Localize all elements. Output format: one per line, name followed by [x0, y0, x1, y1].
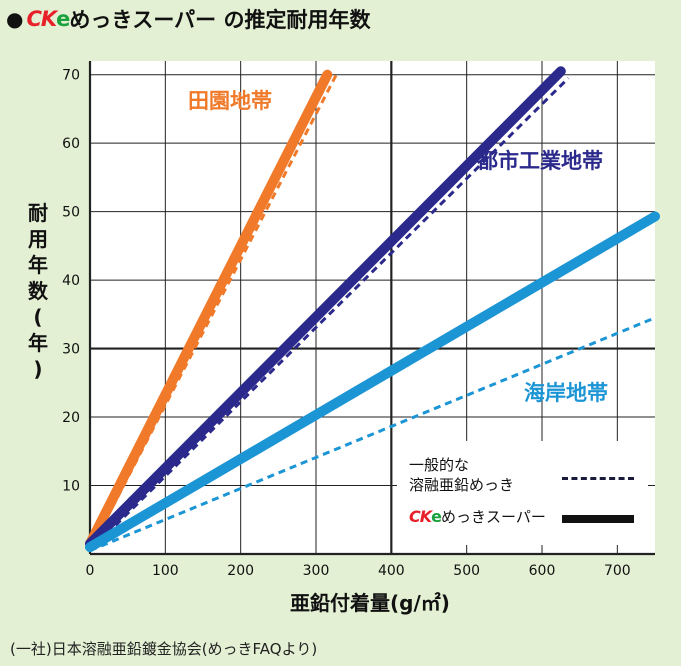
x-tick-label: 300 [303, 563, 330, 579]
y-axis-label-char: 年 [28, 253, 48, 277]
series-line-solid-4 [85, 211, 660, 553]
y-tick-label: 20 [62, 410, 80, 426]
legend-swatch-solid [562, 515, 634, 523]
series-line-dashed-3 [88, 77, 570, 552]
x-tick-label: 500 [453, 563, 480, 579]
legend-brand-ck: CK [409, 507, 432, 526]
legend-swatch-dashed [562, 477, 634, 480]
series-line-solid-2 [85, 66, 566, 549]
annotation-label: 海岸地帯 [524, 381, 608, 405]
x-tick-label: 200 [227, 563, 254, 579]
y-axis-label-char: ( [33, 305, 42, 329]
grid [88, 61, 655, 556]
series-line-dashed-5 [89, 316, 656, 552]
axis-labels: 亜鉛付着量(g/㎡) 耐用年数(年) [28, 201, 450, 615]
y-axis-label-char: ) [33, 357, 42, 381]
legend-label-standard-line1: 一般的な [409, 456, 470, 474]
y-tick-label: 60 [62, 136, 80, 152]
x-tick-label: 700 [604, 563, 631, 579]
legend-label-rest: めっきスーパー [441, 508, 546, 526]
title-brand-logo: CKe [26, 7, 70, 31]
series-line-solid-0 [85, 69, 333, 549]
y-tick-label: 70 [62, 68, 80, 84]
y-tick-label: 30 [62, 342, 80, 358]
source-note: (一社)日本溶融亜鉛鍍金協会(めっきFAQより) [10, 640, 318, 658]
title-brand-e: e [56, 7, 70, 31]
chart-title: ● CKe めっきスーパー の推定耐用年数 [6, 2, 371, 36]
y-axis-label-char: 用 [28, 227, 48, 251]
legend-label-standard: 一般的な 溶融亜鉛めっき [409, 455, 514, 495]
y-tick-label: 40 [62, 273, 80, 289]
legend-brand-logo: CKe [409, 507, 442, 527]
x-tick-label: 0 [86, 563, 95, 579]
title-bullet: ● [6, 7, 24, 31]
title-brand-ck: CK [26, 7, 57, 31]
legend-label-ckemekki: CKe めっきスーパー [409, 507, 546, 527]
x-tick-label: 400 [378, 563, 405, 579]
tick-labels: 0 100 200 300 400 500 600 700 10 20 30 40 50 60 70 [62, 68, 631, 579]
x-axis-label: 亜鉛付着量(g/㎡) [290, 591, 450, 615]
y-axis-label-char: 耐 [28, 201, 48, 225]
y-tick-label: 50 [62, 205, 80, 221]
legend: 一般的な 溶融亜鉛めっき CKe めっきスーパー [397, 441, 648, 545]
annotation-label: 田園地帯 [188, 89, 272, 113]
x-tick-label: 100 [152, 563, 179, 579]
x-tick-label: 600 [529, 563, 556, 579]
y-axis-label: 耐用年数(年) [28, 201, 49, 381]
y-tick-label: 10 [62, 479, 80, 495]
legend-brand-e: e [431, 507, 442, 526]
y-axis-label-char: 年 [28, 331, 48, 355]
annotation-label: 都市工業地帯 [476, 149, 603, 173]
y-axis-label-char: 数 [28, 279, 49, 303]
series-lines [85, 66, 660, 553]
title-text: めっきスーパー の推定耐用年数 [69, 8, 371, 32]
legend-label-standard-line2: 溶融亜鉛めっき [409, 476, 515, 494]
